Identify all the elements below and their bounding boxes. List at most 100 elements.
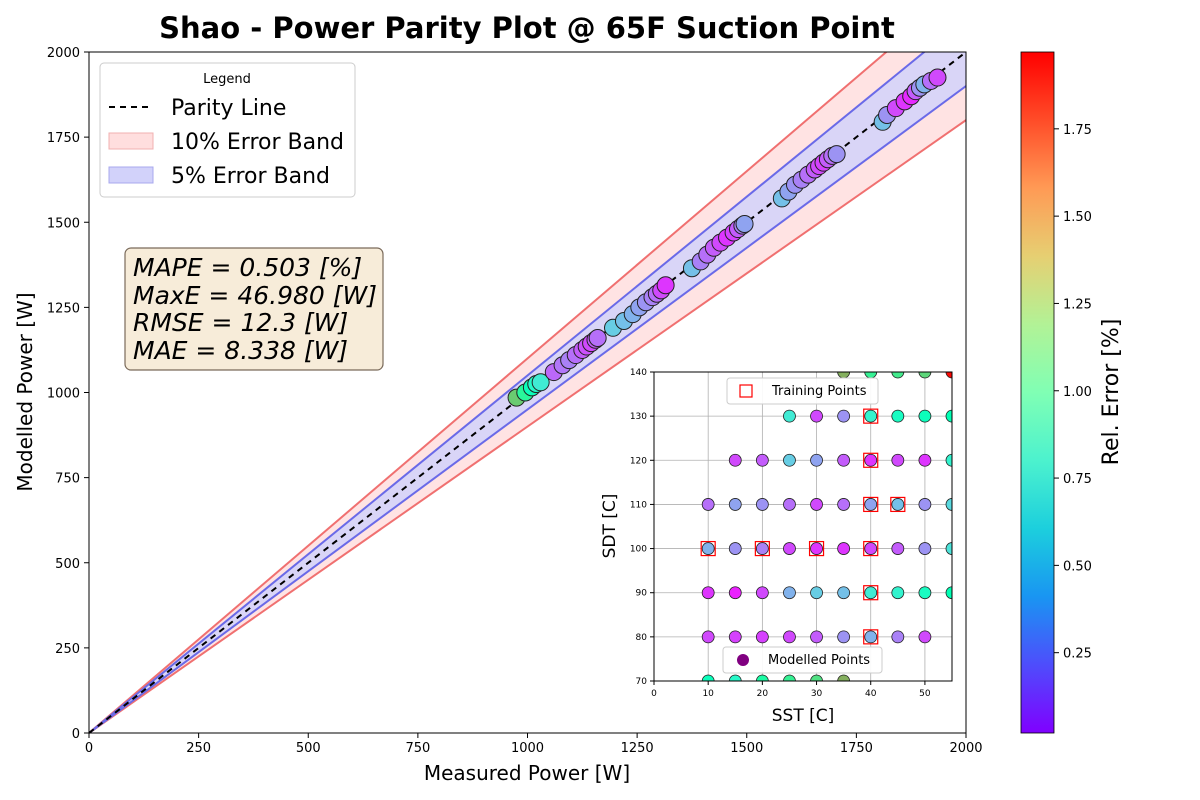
y-tick-label-8: 2000: [47, 46, 80, 61]
inset-training-point-6: [863, 496, 879, 513]
inset-modelled-point-63: [891, 372, 905, 379]
x-tick-label-8: 2000: [949, 741, 982, 756]
y-axis-label: Modelled Power [W]: [13, 292, 37, 491]
inset-modelled-point-19: [810, 586, 823, 600]
error-band-lower-1: [89, 85, 966, 733]
legend-10pct-swatch: [108, 132, 154, 150]
inset-modelled-point-60: [945, 409, 952, 423]
inset-modelled-point-6: [701, 630, 715, 644]
inset-training-point-0: [700, 540, 716, 557]
metrics-box: MAPE = 0.503 [%] MaxE = 46.980 [W] RMSE …: [124, 247, 384, 371]
inset-modelled-point-43: [918, 498, 932, 511]
main-point-53: [928, 68, 947, 87]
colorbar-tick-label-5: 1.50: [1063, 210, 1092, 225]
inset-modelled-point-58: [891, 409, 905, 423]
x-tick-label-0: 0: [85, 741, 93, 756]
inset-modelled-point-17: [755, 586, 769, 600]
inset-modelled-point-14: [918, 630, 932, 644]
inset-training-point-4: [863, 629, 879, 645]
inset-modelled-point-13: [891, 630, 905, 644]
inset-modelled-point-41: [864, 498, 878, 511]
inset-modelled-point-22: [891, 586, 905, 600]
x-tick-label-2: 500: [296, 741, 321, 756]
inset-training-point-3: [863, 540, 879, 557]
colorbar-tick-label-2: 0.75: [1063, 472, 1092, 487]
inset-training-point-8: [863, 452, 879, 468]
inset-modelled-point-30: [837, 542, 851, 555]
main-point-32: [735, 214, 754, 233]
colorbar-tick-label-0: 0.25: [1063, 647, 1092, 662]
main-point-22: [656, 276, 675, 295]
x-tick-label-6: 1500: [730, 741, 763, 756]
y-tick-label-0: 0: [72, 727, 80, 742]
legend-box: [99, 62, 356, 198]
inset-background: [654, 372, 952, 681]
inset-modelled-point-25: [701, 542, 715, 555]
inset-modelled-point-15: [701, 586, 715, 600]
legend-item-parity-line: Parity Line: [171, 96, 286, 121]
inset-y-tick-label-6: 130: [630, 412, 647, 422]
inset-modelled-point-40: [837, 498, 851, 511]
y-tick-label-1: 250: [55, 642, 80, 657]
inset-clip-group: [700, 372, 952, 681]
y-tick-label-3: 750: [55, 472, 80, 487]
inset-modelled-point-8: [755, 630, 769, 644]
inset-y-tick-label-0: 70: [636, 677, 648, 687]
inset-modelled-point-16: [728, 586, 742, 600]
inset-y-tick-label-1: 80: [636, 633, 648, 643]
inset-modelled-point-1: [728, 674, 742, 681]
inset-y-tick-label-7: 140: [630, 368, 647, 378]
inset-legend-training: Training Points: [771, 384, 867, 399]
inset-training-point-1: [754, 540, 770, 557]
inset-modelled-point-29: [810, 542, 823, 555]
inset-modelled-point-47: [783, 453, 796, 467]
chart-title: Shao - Power Parity Plot @ 65F Suction P…: [159, 11, 895, 45]
inset-y-tick-label-5: 120: [630, 456, 647, 466]
inset-modelled-point-7: [728, 630, 742, 644]
inset-legend-modelled-box: [722, 646, 883, 674]
inset-x-tick-label-1: 10: [702, 689, 714, 699]
legend-item-5pct-band: 5% Error Band: [171, 164, 330, 189]
x-tick-label-5: 1250: [621, 741, 654, 756]
inset-modelled-point-32: [891, 542, 905, 555]
inset-modelled-point-10: [810, 630, 823, 644]
main-axis-ticks: 0 250 500 750 1000 1250 1500 1750 2000 0 250 500 750…: [47, 46, 983, 756]
inset-y-tick-label-2: 90: [636, 589, 648, 599]
inset-modelled-point-2: [755, 674, 769, 681]
inset-modelled-point-50: [864, 453, 878, 467]
inset-points: [700, 372, 952, 681]
y-tick-label-2: 500: [55, 557, 80, 572]
inset-modelled-point-12: [864, 630, 878, 644]
x-tick-label-7: 1750: [840, 741, 873, 756]
x-axis-label: Measured Power [W]: [424, 761, 630, 785]
training-square-icon: [739, 384, 753, 398]
y-tick-label-6: 1500: [47, 216, 80, 231]
inset-x-tick-label-5: 50: [919, 689, 931, 699]
inset-modelled-point-39: [810, 498, 823, 511]
inset-modelled-point-42: [891, 498, 905, 511]
legend-title: Legend: [203, 72, 251, 87]
main-point-4: [531, 373, 550, 392]
x-tick-label-3: 750: [405, 741, 430, 756]
inset-frame: [653, 371, 953, 682]
inset-modelled-point-27: [755, 542, 769, 555]
inset-modelled-point-18: [783, 586, 796, 600]
metrics-background: [124, 247, 384, 371]
x-tick-label-4: 1000: [511, 741, 544, 756]
inset-training-point-7: [890, 496, 906, 513]
main-point-13: [588, 329, 607, 348]
colorbar-ticks: 0.25 0.50 0.75 1.00 1.25 1.50 1.75: [1054, 123, 1092, 662]
inset-modelled-point-56: [837, 409, 851, 423]
inset-modelled-point-28: [783, 542, 796, 555]
y-tick-label-4: 1000: [47, 387, 80, 402]
inset-modelled-point-35: [701, 498, 715, 511]
inset-x-tick-label-4: 40: [865, 689, 877, 699]
inset-x-tick-label-3: 30: [811, 689, 823, 699]
inset-modelled-point-36: [728, 498, 742, 511]
main-point-43: [827, 145, 846, 164]
x-tick-label-1: 250: [186, 741, 211, 756]
colorbar-tick-label-3: 1.00: [1063, 385, 1092, 400]
inset-modelled-point-53: [945, 453, 952, 467]
